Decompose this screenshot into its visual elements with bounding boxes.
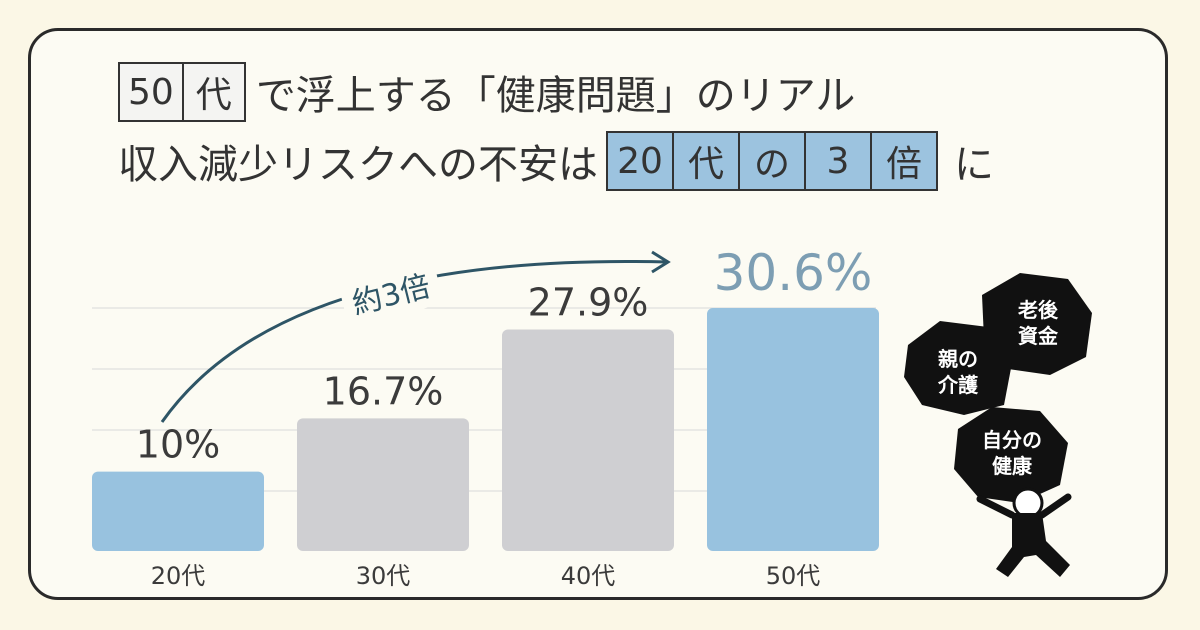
bar-1: [297, 418, 469, 551]
title-box-cell: 3: [804, 133, 870, 189]
title-text-2: 収入減少リスクへの不安は: [118, 142, 598, 188]
title-line-1: 50 代 で浮上する「健康問題」のリアル: [118, 62, 855, 122]
bubble-label-health-2: 健康: [992, 454, 1033, 478]
category-tick-2: 40代: [561, 562, 616, 590]
rock-bubble-retirement-funds: [982, 273, 1092, 375]
bubble-label-retirement-1: 老後: [1018, 298, 1059, 322]
data-label-2: 27.9%: [528, 280, 649, 324]
annotation-bg: [338, 260, 444, 328]
title-text-after: に: [954, 142, 994, 188]
title-box-cell: 50: [120, 64, 182, 120]
bubble-label-health-1: 自分の: [982, 428, 1042, 452]
burdened-person-illustration: 老後 資金 親の 介護 自分の 健康: [904, 273, 1092, 577]
person-arms: [976, 493, 1072, 519]
category-tick-0: 20代: [151, 562, 206, 590]
title-box-cell: の: [738, 133, 804, 189]
title-box-group-1: 50 代: [118, 62, 246, 122]
title-box-cell: 20: [608, 133, 672, 189]
category-tick-3: 50代: [766, 562, 821, 590]
bubble-label-care-2: 介護: [937, 373, 979, 397]
bubble-label-retirement-2: 資金: [1018, 324, 1059, 348]
bubble-label-care-1: 親の: [938, 347, 978, 371]
data-label-0: 10%: [136, 423, 220, 467]
bar-3: [707, 308, 879, 551]
title-box-group-2: 20 代 の 3 倍: [606, 131, 938, 191]
bar-0: [92, 471, 264, 551]
person-body: [996, 513, 1070, 577]
rock-bubble-parent-care: [904, 321, 1012, 415]
person-head: [1012, 487, 1044, 519]
title-line-2: 収入減少リスクへの不安は 20 代 の 3 倍 に: [118, 131, 994, 191]
rock-bubble-own-health: [954, 407, 1068, 503]
category-tick-1: 30代: [356, 562, 411, 590]
title-box-cell: 代: [672, 133, 738, 189]
data-label-1: 16.7%: [323, 369, 444, 413]
bar-2: [502, 329, 674, 551]
growth-arrow-head: [651, 250, 671, 274]
title-text-1: で浮上する「健康問題」のリアル: [255, 73, 856, 119]
title-box-cell: 代: [181, 64, 244, 120]
title-box-cell: 倍: [870, 133, 936, 189]
data-label-3: 30.6%: [714, 244, 873, 302]
